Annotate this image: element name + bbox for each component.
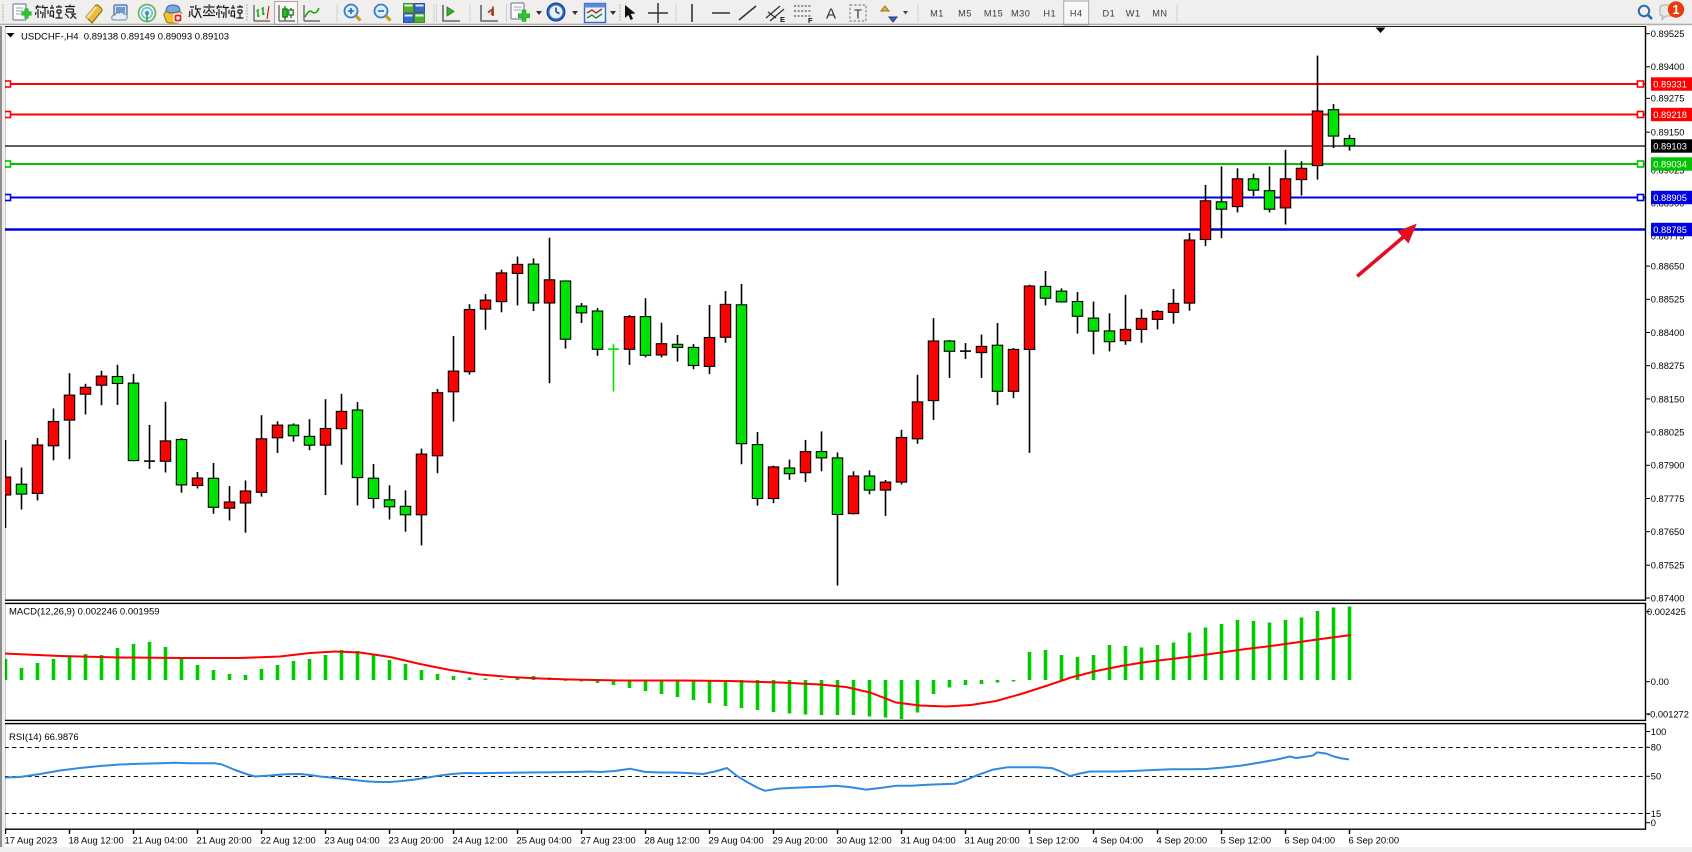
svg-text:D1: D1: [1103, 9, 1116, 19]
svg-text:31 Aug 20:00: 31 Aug 20:00: [965, 835, 1020, 846]
svg-text:MN: MN: [1152, 9, 1167, 19]
svg-text:6 Sep 20:00: 6 Sep 20:00: [1349, 835, 1400, 846]
svg-text:0.89400: 0.89400: [1651, 62, 1685, 72]
svg-text:22 Aug 12:00: 22 Aug 12:00: [261, 835, 316, 846]
svg-text:29 Aug 20:00: 29 Aug 20:00: [773, 835, 828, 846]
svg-text:0.89103: 0.89103: [1653, 141, 1687, 151]
svg-text:6 Sep 04:00: 6 Sep 04:00: [1285, 835, 1336, 846]
svg-text:23 Aug 04:00: 23 Aug 04:00: [325, 835, 380, 846]
svg-text:0.87900: 0.87900: [1651, 461, 1685, 471]
svg-text:M1: M1: [930, 9, 944, 19]
svg-text:0: 0: [1651, 818, 1656, 828]
svg-text:H4: H4: [1070, 9, 1083, 19]
svg-text:W1: W1: [1126, 9, 1141, 19]
svg-text:0.89034: 0.89034: [1653, 159, 1687, 169]
svg-text:F: F: [808, 16, 813, 25]
svg-text:80: 80: [1651, 743, 1661, 753]
svg-text:29 Aug 04:00: 29 Aug 04:00: [709, 835, 764, 846]
svg-text:M5: M5: [958, 9, 972, 19]
svg-text:-0.001272: -0.001272: [1647, 709, 1689, 719]
svg-text:0.88905: 0.88905: [1653, 193, 1687, 203]
svg-text:M30: M30: [1011, 9, 1030, 19]
svg-text:31 Aug 04:00: 31 Aug 04:00: [901, 835, 956, 846]
svg-text:24 Aug 12:00: 24 Aug 12:00: [453, 835, 508, 846]
svg-text:0.89218: 0.89218: [1653, 110, 1687, 120]
svg-text:15: 15: [1651, 809, 1661, 819]
svg-text:25 Aug 04:00: 25 Aug 04:00: [517, 835, 572, 846]
svg-text:0.87775: 0.87775: [1651, 494, 1685, 504]
svg-text:T: T: [854, 7, 862, 22]
svg-text:18 Aug 12:00: 18 Aug 12:00: [69, 835, 124, 846]
svg-text:100: 100: [1651, 727, 1667, 737]
svg-text:0.002425: 0.002425: [1647, 607, 1686, 617]
svg-text:MACD(12,26,9) 0.002246 0.00195: MACD(12,26,9) 0.002246 0.001959: [9, 607, 160, 618]
svg-text:0.87400: 0.87400: [1651, 594, 1685, 604]
svg-text:0.88025: 0.88025: [1651, 428, 1685, 438]
svg-text:21 Aug 04:00: 21 Aug 04:00: [133, 835, 188, 846]
svg-text:50: 50: [1651, 772, 1661, 782]
svg-text:5 Sep 12:00: 5 Sep 12:00: [1221, 835, 1272, 846]
svg-text:0.89331: 0.89331: [1653, 79, 1687, 89]
svg-text:28 Aug 12:00: 28 Aug 12:00: [645, 835, 700, 846]
svg-text:H1: H1: [1043, 9, 1056, 19]
svg-text:0.00: 0.00: [1651, 677, 1669, 687]
svg-text:USDCHF-,H4 0.89138 0.89149 0.: USDCHF-,H4 0.89138 0.89149 0.89093 0.891…: [21, 32, 229, 43]
svg-text:0.88785: 0.88785: [1653, 225, 1687, 235]
svg-text:1 Sep 12:00: 1 Sep 12:00: [1029, 835, 1080, 846]
svg-text:4 Sep 20:00: 4 Sep 20:00: [1157, 835, 1208, 846]
svg-text:1: 1: [1673, 3, 1680, 17]
svg-text:23 Aug 20:00: 23 Aug 20:00: [389, 835, 444, 846]
svg-text:0.88525: 0.88525: [1651, 295, 1685, 305]
svg-text:M15: M15: [984, 9, 1003, 19]
svg-text:4 Sep 04:00: 4 Sep 04:00: [1093, 835, 1144, 846]
svg-text:A: A: [826, 6, 836, 23]
svg-text:0.89275: 0.89275: [1651, 94, 1685, 104]
svg-text:0.88275: 0.88275: [1651, 361, 1685, 371]
svg-text:0.88150: 0.88150: [1651, 394, 1685, 404]
svg-text:27 Aug 23:00: 27 Aug 23:00: [581, 835, 636, 846]
svg-text:E: E: [780, 15, 785, 24]
svg-text:17 Aug 2023: 17 Aug 2023: [5, 835, 58, 846]
svg-text:0.88400: 0.88400: [1651, 328, 1685, 338]
svg-text:0.87525: 0.87525: [1651, 561, 1685, 571]
svg-text:0.88650: 0.88650: [1651, 262, 1685, 272]
svg-text:0.89525: 0.89525: [1651, 29, 1685, 39]
svg-text:0.87650: 0.87650: [1651, 527, 1685, 537]
svg-text:RSI(14) 66.9876: RSI(14) 66.9876: [9, 732, 79, 743]
svg-text:0.89150: 0.89150: [1651, 128, 1685, 138]
svg-text:21 Aug 20:00: 21 Aug 20:00: [197, 835, 252, 846]
svg-text:30 Aug 12:00: 30 Aug 12:00: [837, 835, 892, 846]
svg-text:0.88775: 0.88775: [1651, 232, 1685, 242]
